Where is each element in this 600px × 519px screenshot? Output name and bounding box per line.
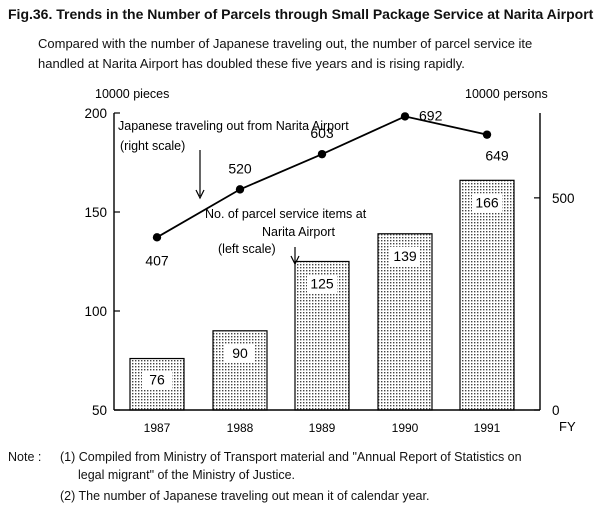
line-series-arrow	[195, 150, 205, 200]
x-axis-tick-label: 1990	[392, 421, 419, 435]
bar-series-arrow	[290, 247, 300, 266]
bar-data-label: 90	[232, 345, 248, 361]
line-data-label: 649	[485, 148, 509, 164]
line-point	[317, 149, 327, 159]
note-2: (2) The number of Japanese traveling out…	[60, 489, 430, 503]
line-data-label: 603	[310, 125, 334, 141]
line-point	[152, 233, 162, 242]
bar	[459, 179, 515, 411]
right-axis-tick-label: 500	[552, 191, 575, 206]
bar-label-background	[307, 274, 337, 294]
line-point	[482, 130, 492, 139]
bar-series-label: No. of parcel service items at	[205, 207, 367, 221]
left-axis-tick-label: 150	[84, 205, 107, 220]
bar	[212, 330, 268, 411]
chart-canvas: 10000 pieces 10000 persons 76 90 125 139 166…	[84, 87, 576, 435]
left-axis-unit: 10000 pieces	[95, 87, 169, 101]
chart-title: Fig.36. Trends in the Number of Parcels …	[8, 6, 594, 22]
subtitle-line-2: handled at Narita Airport has doubled th…	[38, 56, 465, 71]
bar-data-label: 166	[475, 194, 499, 210]
right-axis-unit: 10000 persons	[465, 87, 548, 101]
x-axis-tick-label: 1987	[144, 421, 171, 435]
line-data-label: 407	[145, 252, 169, 268]
x-axis-label: FY	[559, 419, 576, 434]
note-label: Note :	[8, 450, 42, 464]
note-1-line-2: legal migrant" of the Ministry of Justic…	[78, 468, 296, 482]
x-axis-tick-label: 1991	[474, 421, 501, 435]
bar-label-background	[472, 193, 502, 213]
bar-label-background	[142, 370, 172, 390]
x-axis-tick-label: 1988	[227, 421, 254, 435]
subtitle-line-1: Compared with the number of Japanese tra…	[38, 36, 533, 51]
left-axis-tick-label: 50	[92, 403, 107, 418]
line-point	[400, 112, 410, 121]
bar-label-background	[225, 343, 255, 363]
line-data-label: 520	[228, 160, 252, 176]
line-series-scale-note: (right scale)	[120, 139, 185, 153]
line-point	[235, 185, 245, 194]
line-series-label: Japanese traveling out from Narita Airpo…	[118, 119, 349, 133]
line-data-label: 692	[419, 107, 443, 123]
bar-label-background	[390, 246, 420, 266]
chart-subtitle: Compared with the number of Japanese tra…	[38, 34, 594, 74]
right-axis-tick-label: 0	[552, 403, 560, 418]
note-1-line-1: (1) Compiled from Ministry of Transport …	[60, 450, 522, 464]
bar-data-label: 76	[149, 372, 165, 388]
left-axis-tick-label: 200	[84, 106, 107, 121]
bar-series-label-line2: Narita Airport	[262, 225, 335, 239]
bar-series-scale-note: (left scale)	[218, 242, 276, 256]
left-axis-tick-label: 100	[84, 304, 107, 319]
bar-data-label: 125	[310, 276, 334, 292]
bar-data-label: 139	[393, 248, 417, 264]
x-axis-tick-label: 1989	[309, 421, 336, 435]
